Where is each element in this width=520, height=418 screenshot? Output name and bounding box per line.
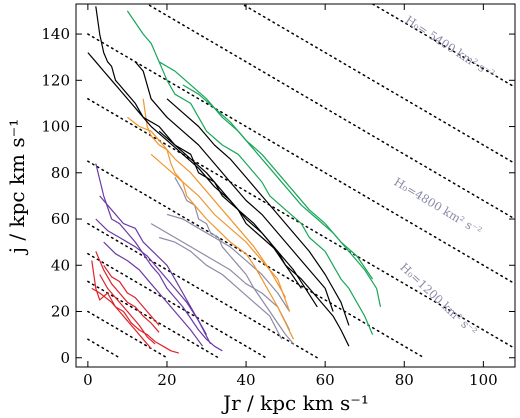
y-tick-label-3: 60 (51, 210, 70, 228)
x-tick-label-0: 0 (83, 371, 93, 389)
y-tick-label-0: 0 (60, 349, 70, 367)
contour-line-5 (87, 160, 425, 359)
series-5-line-0 (126, 10, 374, 335)
series-2-line-3 (166, 213, 291, 312)
series-0-line-1 (95, 251, 160, 333)
annotation-2: H₀= 5400 km² s⁻² (403, 13, 497, 81)
x-tick-label-2: 40 (237, 371, 256, 389)
y-tick-label-7: 140 (41, 25, 70, 43)
annotations: H₀=1200 km² s⁻² H₀=4800 km² s⁻² H₀= 5400 k… (392, 13, 498, 339)
contour-line-1 (87, 310, 168, 359)
series-1-line-2 (95, 218, 212, 345)
series-0-line-3 (91, 287, 152, 349)
contour-line-0 (87, 338, 121, 359)
plot-frame (75, 3, 516, 368)
series-4-line-0 (95, 6, 350, 347)
series-3-line-1 (127, 116, 287, 298)
series-0-line-2 (99, 274, 156, 345)
annotation-1: H₀=4800 km² s⁻² (392, 175, 485, 238)
x-tick-label-1: 20 (157, 371, 176, 389)
series-4-line-2 (134, 61, 334, 312)
contour-line-4 (87, 222, 319, 359)
contour-line-9 (240, 4, 515, 165)
series-5-line-1 (158, 61, 382, 308)
series-3-line-2 (150, 153, 291, 312)
series-1-line-1 (99, 195, 208, 335)
annotation-0: H₀=1200 km² s⁻² (397, 260, 480, 338)
x-tick-label-4: 80 (395, 371, 414, 389)
x-axis-ticks: 0 20 40 60 80 100 (83, 4, 498, 389)
series-0-line-4 (103, 264, 160, 326)
series-4-line-3 (166, 98, 350, 326)
series-4-line-4 (158, 130, 302, 289)
y-axis-label: j / kpc km s⁻¹ (5, 119, 29, 255)
y-tick-label-4: 80 (51, 164, 70, 182)
contour-line-7 (87, 33, 515, 285)
y-axis-ticks: 0 20 40 60 80 100 120 140 (41, 25, 515, 367)
y-tick-label-2: 40 (51, 256, 70, 274)
contour-line-2 (87, 280, 220, 359)
x-tick-label-3: 60 (316, 371, 335, 389)
series-5-line-2 (182, 84, 374, 280)
series-3-line-0 (142, 98, 295, 340)
orbit-series (87, 6, 382, 354)
y-tick-label-5: 100 (41, 118, 70, 136)
series-1-line-3 (103, 241, 204, 347)
series-4-line-1 (87, 52, 318, 308)
y-tick-label-6: 120 (41, 71, 70, 89)
series-2-line-1 (150, 223, 291, 331)
contour-line-3 (87, 252, 267, 359)
series-2-line-2 (158, 236, 283, 340)
x-axis-label: Jr / kpc km s⁻¹ (221, 391, 369, 415)
x-tick-label-5: 100 (469, 371, 498, 389)
contour-line-8 (145, 4, 515, 220)
series-0-line-0 (91, 260, 179, 354)
series-1-line-0 (95, 163, 223, 352)
y-tick-label-1: 20 (51, 303, 70, 321)
